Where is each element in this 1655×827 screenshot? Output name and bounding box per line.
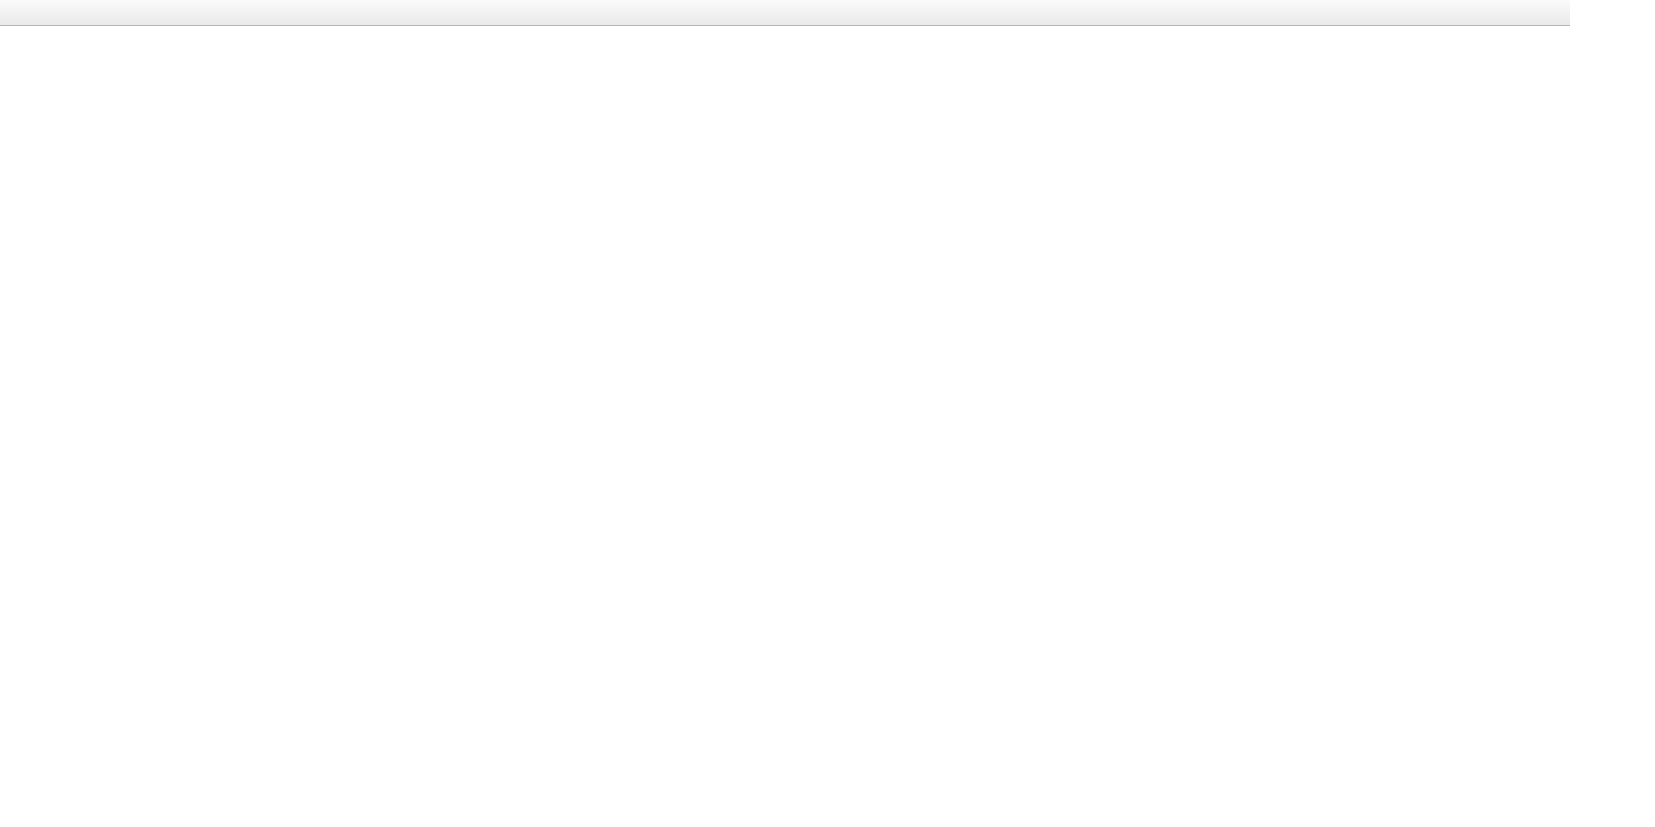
toolbar bbox=[0, 0, 1570, 26]
chart-window bbox=[0, 26, 1570, 810]
